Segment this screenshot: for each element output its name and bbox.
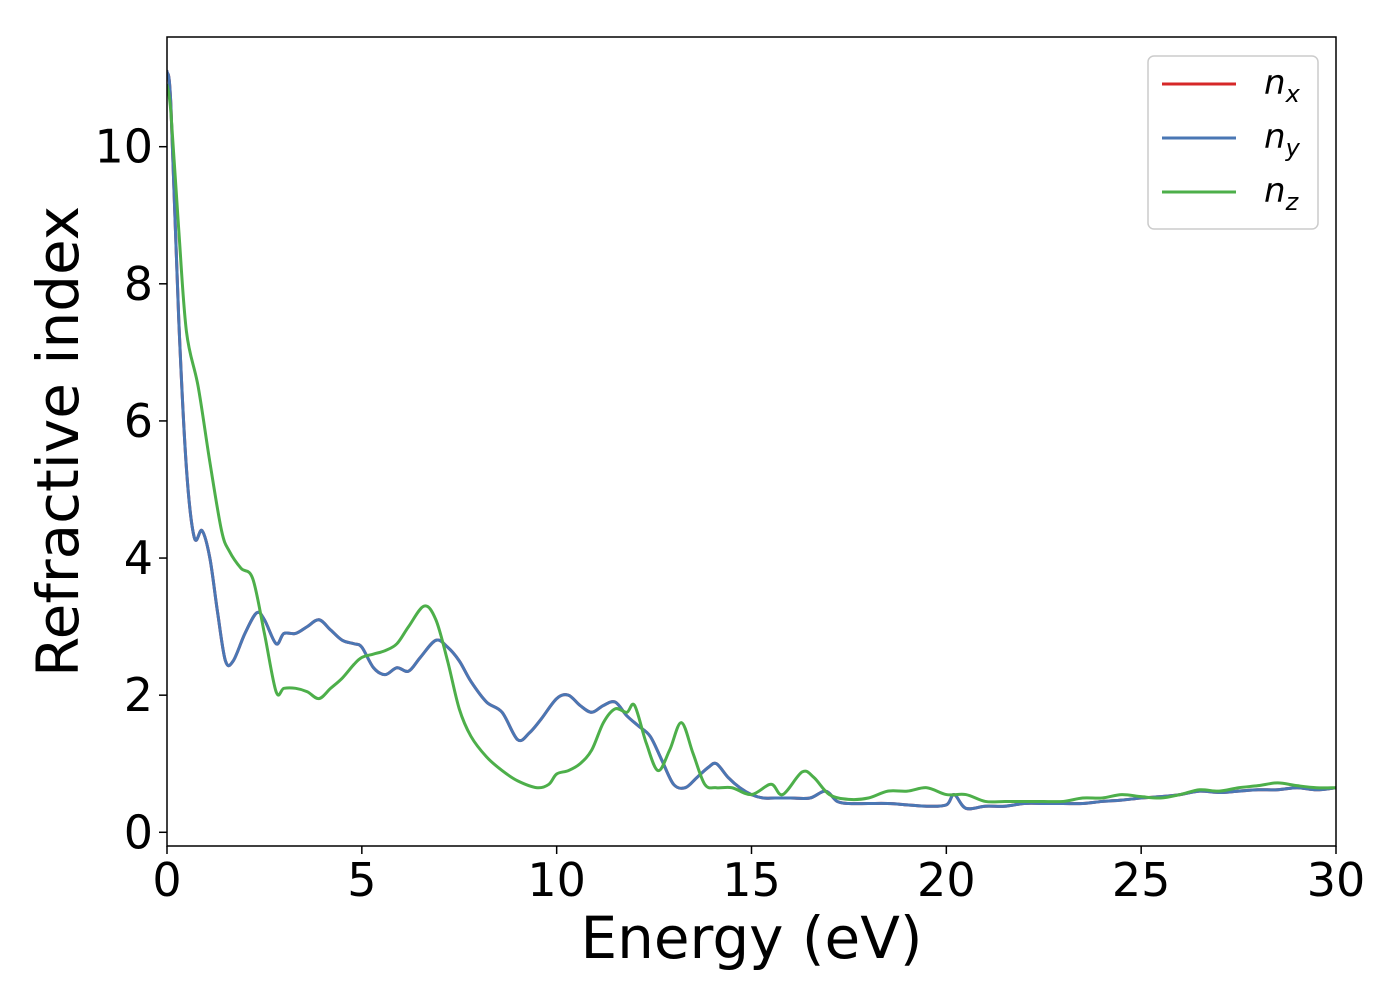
legend: nx ny nz [1147,55,1319,230]
x-tick-label: 10 [527,853,586,907]
legend-label-x: nx [1264,63,1301,108]
x-axis-ticks: 0 5 10 15 20 25 30 [152,846,1365,907]
x-tick-label: 0 [152,853,181,907]
y-tick-label: 0 [124,805,153,859]
x-tick-label: 5 [347,853,376,907]
y-tick-label: 2 [124,668,153,722]
y-tick-label: 10 [94,120,153,174]
x-tick-label: 15 [722,853,781,907]
x-tick-label: 30 [1307,853,1366,907]
y-tick-label: 8 [124,257,153,311]
legend-label-z: nz [1264,171,1300,216]
legend-box [1147,55,1319,230]
x-axis-label: Energy (eV) [580,904,922,972]
y-axis-label: Refractive index [24,206,92,677]
y-axis-ticks: 0 2 4 6 8 10 [94,120,167,859]
series-line-z [167,83,1336,804]
x-tick-label: 20 [917,853,976,907]
x-tick-label: 25 [1112,853,1171,907]
y-tick-label: 6 [124,394,153,448]
series-layer [167,69,1336,811]
legend-label-y: ny [1264,117,1301,162]
series-line-y [167,69,1336,811]
y-tick-label: 4 [124,531,153,585]
